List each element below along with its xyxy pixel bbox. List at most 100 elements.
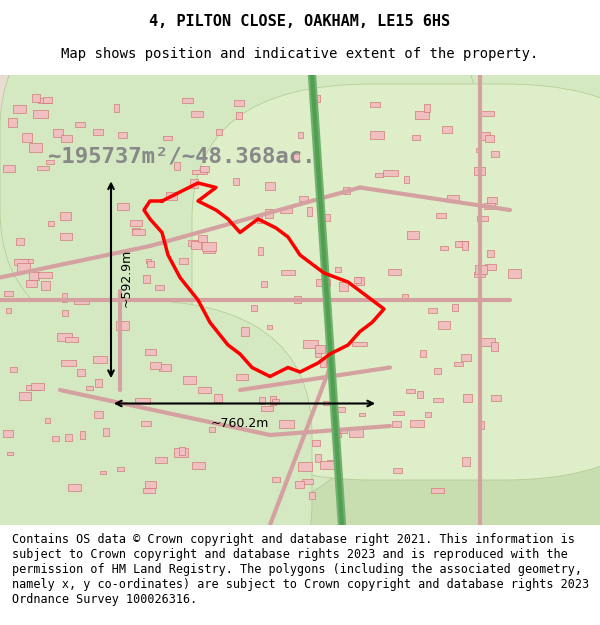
Bar [192,170,207,174]
Bar [45,418,50,423]
Bar [118,132,127,138]
Bar [192,462,205,469]
Bar [86,386,93,389]
Bar [184,376,196,384]
Bar [33,110,48,118]
Bar [404,176,409,182]
Bar [461,354,471,361]
Bar [147,261,154,267]
Bar [336,429,341,436]
Bar [75,122,85,127]
Bar [65,434,71,441]
Bar [21,259,32,263]
Bar [259,398,265,404]
Bar [425,412,431,416]
Bar [316,346,325,353]
Bar [26,280,37,288]
Bar [16,238,24,245]
Bar [321,214,331,221]
Bar [48,221,53,226]
Bar [448,195,460,202]
Bar [261,281,267,287]
Bar [462,457,470,466]
Bar [61,361,76,366]
Bar [38,272,52,278]
Bar [158,364,171,371]
Bar [191,111,203,118]
Bar [200,166,209,172]
Bar [403,294,408,301]
Bar [179,448,185,455]
Bar [459,241,467,246]
Bar [293,154,299,161]
Bar [383,170,398,176]
Bar [13,105,26,112]
Text: ~592.9m: ~592.9m [120,248,133,307]
Bar [431,488,444,493]
Bar [314,95,320,101]
Bar [343,186,350,194]
Bar [31,382,44,391]
Bar [261,406,272,411]
Bar [146,259,151,263]
Bar [214,394,223,402]
Bar [236,374,248,381]
Bar [191,241,201,249]
Bar [279,420,293,428]
Bar [166,192,178,200]
Bar [424,104,430,112]
FancyBboxPatch shape [0,147,372,516]
Bar [370,102,380,107]
Bar [354,278,361,282]
Bar [406,389,415,393]
Bar [474,167,485,175]
Bar [315,454,321,461]
Text: ~760.2m: ~760.2m [211,417,269,430]
Bar [93,356,107,362]
Bar [266,325,272,329]
Bar [198,387,211,392]
Bar [479,421,484,429]
Bar [61,134,72,142]
Bar [241,327,249,336]
Bar [474,272,485,277]
Bar [182,98,193,103]
Bar [463,241,468,249]
Bar [14,259,28,265]
Bar [175,162,181,170]
Text: Contains OS data © Crown copyright and database right 2021. This information is : Contains OS data © Crown copyright and d… [12,533,589,606]
Bar [29,143,42,152]
Bar [294,296,301,303]
Bar [155,457,167,463]
Bar [332,407,344,412]
FancyBboxPatch shape [150,300,600,625]
Bar [37,166,49,169]
Bar [116,467,124,471]
Bar [478,216,488,221]
Bar [281,269,295,276]
Bar [508,269,521,278]
Bar [434,368,440,374]
Bar [476,148,481,152]
Bar [135,398,150,404]
Bar [143,275,149,282]
Bar [258,246,263,255]
Bar [163,136,172,140]
Bar [312,441,320,446]
Bar [487,197,497,204]
Bar [392,411,404,415]
Bar [303,340,317,348]
Bar [130,219,142,226]
Bar [463,394,472,401]
Bar [74,299,89,304]
Bar [272,399,279,404]
Bar [17,263,29,272]
Bar [375,173,383,177]
FancyBboxPatch shape [192,0,600,336]
Bar [370,131,384,139]
Bar [485,135,494,142]
Bar [19,392,31,400]
Bar [149,362,161,369]
Bar [100,471,106,474]
Bar [188,240,199,246]
